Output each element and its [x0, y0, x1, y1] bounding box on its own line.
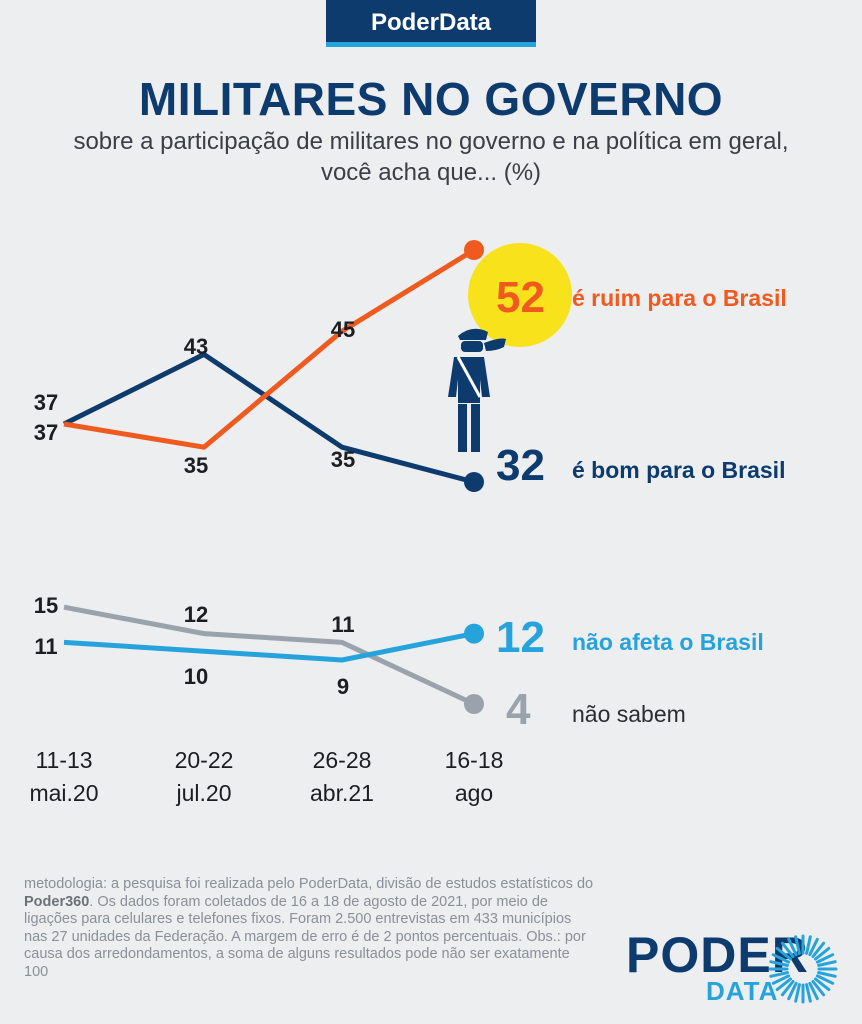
value-label-bom-2: 35 [331, 447, 355, 472]
series-name-nao_afeta: não afeta o Brasil [572, 629, 764, 655]
value-label-nao_afeta-0: 11 [34, 634, 57, 659]
x-tick-bottom-0: mai.20 [29, 780, 98, 806]
x-tick-bottom-2: abr.21 [310, 780, 374, 806]
logo-data: DATA [706, 976, 779, 1006]
logo-sun-ray [787, 981, 798, 1001]
series-line-ruim [63, 247, 476, 450]
x-tick-bottom-3: ago [455, 780, 493, 806]
value-label-ruim-0: 37 [34, 420, 58, 445]
x-tick-top-3: 16-18 [445, 747, 504, 773]
logo-poder: PODER [626, 927, 809, 983]
logo-sun-ray [814, 946, 831, 961]
value-label-ruim-2: 45 [331, 317, 355, 342]
value-label-nao_afeta-1: 10 [184, 664, 208, 689]
methodology-note: metodologia: a pesquisa foi realizada pe… [24, 876, 594, 981]
chart-subtitle: sobre a participação de militares no gov… [73, 128, 789, 186]
logo-sun-ray [811, 980, 826, 997]
soldier-salute-hand [484, 338, 506, 351]
logo-sun-ray [811, 941, 826, 958]
logo-sun-ray [794, 983, 801, 1003]
logo-sun-ray [771, 953, 791, 964]
logo-sun-ray [787, 937, 798, 957]
end-point-nao_afeta [464, 623, 484, 644]
logo-sun-ray [808, 937, 819, 957]
logo-sun-ray [775, 946, 792, 961]
value-label-nao_sabem-1: 12 [184, 602, 208, 627]
final-value-nao_afeta: 12 [496, 613, 545, 662]
x-tick-top-0: 11-13 [35, 747, 92, 773]
logo-sun-ray [769, 960, 789, 967]
chart-title: MILITARES NO GOVERNO [138, 73, 724, 125]
final-value-ruim: 52 [496, 273, 545, 322]
logo-sun-ray [817, 971, 837, 978]
brand-badge-underline [326, 42, 536, 47]
series-line-bom [62, 351, 475, 485]
soldier-head [461, 341, 483, 352]
logo-sun-ray [815, 953, 835, 964]
series-name-nao_sabem: não sabem [572, 701, 686, 727]
logo-sun-ray [780, 941, 795, 958]
soldier-right-leg [471, 404, 480, 452]
value-label-nao_sabem-2: 11 [331, 612, 354, 637]
methodology-text-1: metodologia: a pesquisa foi realizada pe… [24, 876, 594, 892]
end-point-bom [464, 472, 484, 492]
logo-sun-ray [775, 977, 792, 992]
logo-sun-ray [769, 971, 789, 978]
x-tick-top-1: 20-22 [175, 747, 234, 773]
logo-sun-ray [808, 981, 819, 1001]
series-line-nao_sabem [63, 604, 476, 707]
final-value-nao_sabem: 4 [506, 685, 531, 734]
value-label-bom-0: 37 [34, 390, 58, 415]
value-label-bom-1: 43 [184, 334, 208, 359]
logo-sun-ray [805, 935, 812, 955]
series-name-ruim: é ruim para o Brasil [572, 285, 787, 311]
final-value-bom: 32 [496, 441, 545, 490]
methodology-text-2: . Os dados foram coletados de 16 a 18 de… [24, 893, 586, 980]
methodology-brand: Poder360 [24, 893, 90, 910]
logo-sun-ray [794, 935, 801, 955]
end-point-ruim [464, 240, 484, 260]
highlight-circle [468, 243, 572, 347]
logo-sun-ray [814, 977, 831, 992]
logo-sun-ray [805, 983, 812, 1003]
logo-sun-ray [780, 980, 795, 997]
value-label-nao_sabem-0: 15 [34, 593, 58, 618]
soldier-sash [456, 356, 482, 398]
brand-badge: PoderData [326, 0, 536, 46]
saluting-soldier-icon [448, 328, 506, 452]
logo-sun-ray [815, 974, 835, 985]
value-label-nao_afeta-2: 9 [337, 674, 349, 699]
series-name-bom: é bom para o Brasil [572, 457, 785, 483]
series-line-nao_afeta [63, 631, 475, 663]
soldier-left-leg [458, 404, 467, 452]
line-chart: 37 35 45 37 43 35 11 10 9 15 12 11 52 é ruim para o B… [29, 240, 787, 806]
value-label-ruim-1: 35 [184, 453, 208, 478]
soldier-cap [458, 328, 488, 340]
x-tick-bottom-1: jul.20 [176, 780, 232, 806]
x-tick-top-2: 26-28 [313, 747, 372, 773]
logo-sun-ray [817, 960, 837, 967]
logo-sun-icon [768, 934, 838, 1004]
end-point-nao_sabem [464, 694, 484, 714]
logo-sun-ray [771, 974, 791, 985]
